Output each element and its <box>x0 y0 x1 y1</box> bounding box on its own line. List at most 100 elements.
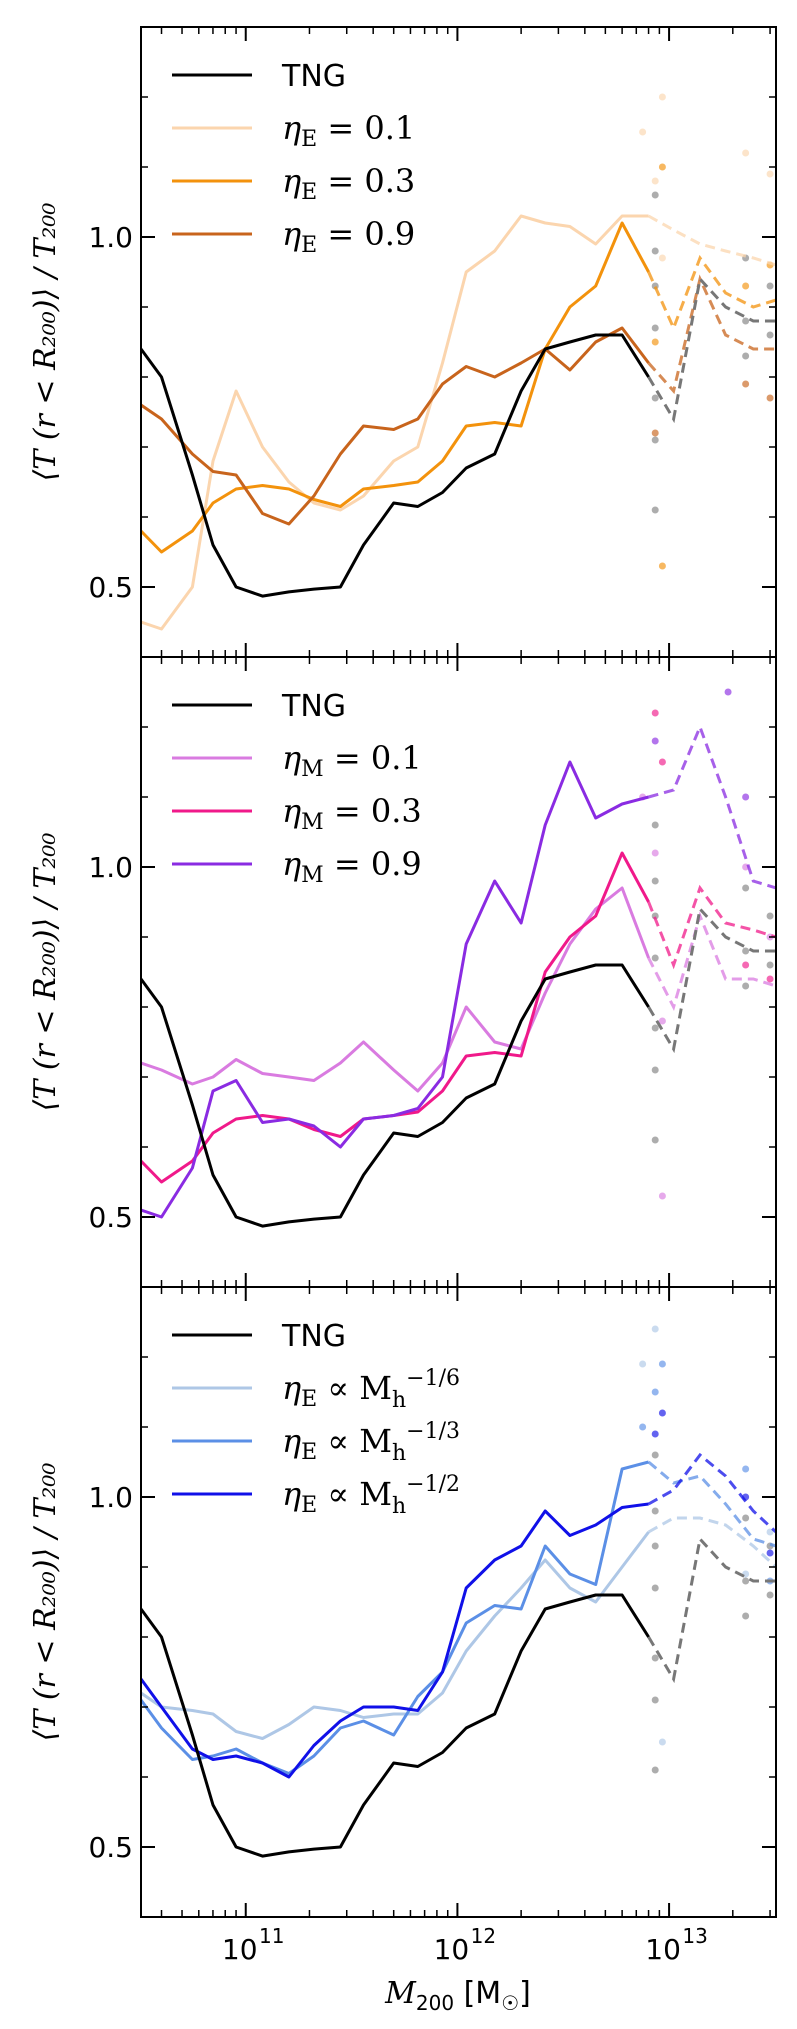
model-scatter-point <box>651 737 659 745</box>
series-line-3 <box>141 326 650 526</box>
model-scatter-point <box>651 429 659 437</box>
panel-3: 0.5 1.0 ⟨T (r < R₂₀₀)⟩ / T₂₀₀ TNG ηE ∝ Mh−1/… <box>28 1286 777 1918</box>
series-line-3 <box>141 760 649 1219</box>
tng-scatter-point <box>742 884 750 892</box>
series-dashed-3 <box>648 722 776 890</box>
tng-line <box>141 1593 650 1858</box>
series-dashed-3 <box>647 274 776 395</box>
x-axis-label: M200 [M☉] <box>384 1976 531 2015</box>
series-dashed-1 <box>647 911 776 1012</box>
legend-label: ηM = 0.1 <box>282 739 422 782</box>
x-tick-label: 10 <box>645 1933 681 1966</box>
series-line-1 <box>141 1531 650 1740</box>
legend-label: ηE ∝ Mh−1/6 <box>282 1366 460 1413</box>
model-scatter-point <box>639 1360 647 1368</box>
tng-scatter-point <box>651 394 659 402</box>
legend-label: TNG <box>281 59 346 94</box>
y-axis-label: ⟨T (r < R₂₀₀)⟩ / T₂₀₀ <box>28 1463 63 1742</box>
tng-scatter-point <box>651 1654 659 1662</box>
panel-frame <box>140 1286 777 1918</box>
model-scatter-point <box>658 1017 666 1025</box>
tng-scatter-point <box>742 1612 750 1620</box>
model-scatter-point <box>651 709 659 717</box>
x-tick-exponent: 12 <box>471 1924 496 1948</box>
model-scatter-point <box>742 282 750 290</box>
model-scatter-point <box>742 380 750 388</box>
tng-scatter-point <box>766 331 774 339</box>
legend-label: TNG <box>281 1319 346 1354</box>
tng-scatter-point <box>742 982 750 990</box>
model-scatter-point <box>658 254 666 262</box>
model-scatter-point <box>639 128 647 136</box>
tng-scatter-point <box>742 1577 750 1585</box>
legend-label: TNG <box>281 689 346 724</box>
tng-scatter-point <box>651 191 659 199</box>
tng-scatter-point <box>742 947 750 955</box>
tng-dashed-line <box>647 905 776 1054</box>
x-tick-label: 10 <box>434 1933 470 1966</box>
model-scatter-point <box>766 1549 774 1557</box>
legend-label: ηE = 0.9 <box>282 215 415 258</box>
model-scatter-point <box>742 793 750 801</box>
model-scatter-point <box>766 1528 774 1536</box>
series-dashed-1 <box>647 1516 776 1569</box>
y-tick-label: 1.0 <box>88 221 133 254</box>
series-line-1 <box>141 214 649 631</box>
tng-line <box>141 333 650 598</box>
tng-scatter-point <box>651 1584 659 1592</box>
tng-scatter-point <box>651 877 659 885</box>
model-scatter-point <box>658 758 666 766</box>
y-tick-label: 0.5 <box>88 571 133 604</box>
tng-scatter-point <box>742 352 750 360</box>
model-scatter-point <box>658 1738 666 1746</box>
model-scatter-point <box>766 394 774 402</box>
series-line-1 <box>141 886 651 1093</box>
model-scatter-point <box>658 1360 666 1368</box>
model-scatter-point <box>658 1192 666 1200</box>
model-scatter-point <box>742 1465 750 1473</box>
legend-label: ηE = 0.3 <box>282 162 415 205</box>
tng-scatter-point <box>651 506 659 514</box>
y-tick-label: 1.0 <box>88 851 133 884</box>
model-scatter-point <box>742 149 750 157</box>
model-scatter-point <box>658 93 666 101</box>
tng-scatter-point <box>651 1136 659 1144</box>
model-scatter-point <box>651 1388 659 1396</box>
tng-scatter-point <box>651 324 659 332</box>
tng-scatter-point <box>766 1591 774 1599</box>
model-scatter-point <box>658 1409 666 1417</box>
model-scatter-point <box>724 688 732 696</box>
series-dashed-2 <box>647 884 776 970</box>
series-line-2 <box>141 1460 649 1775</box>
x-tick-exponent: 11 <box>259 1924 284 1948</box>
model-scatter-point <box>658 163 666 171</box>
model-scatter-point <box>766 170 774 178</box>
model-scatter-point <box>651 338 659 346</box>
model-scatter-point <box>651 1325 659 1333</box>
tng-scatter-point <box>766 961 774 969</box>
tng-scatter-point <box>651 436 659 444</box>
tng-line <box>141 963 650 1228</box>
tng-scatter-point <box>651 954 659 962</box>
tng-scatter-point <box>651 247 659 255</box>
series-dashed-3 <box>647 1452 776 1534</box>
x-tick-label: 10 <box>222 1933 258 1966</box>
tng-dashed-line <box>647 275 776 424</box>
y-tick-label: 1.0 <box>88 1481 133 1514</box>
panel-frame <box>140 656 777 1288</box>
series-line-2 <box>141 221 650 554</box>
model-scatter-point <box>742 961 750 969</box>
plot-area <box>141 1325 776 1858</box>
tng-scatter-point <box>651 1696 659 1704</box>
series-dashed-2 <box>647 254 776 332</box>
series-dashed-2 <box>647 1460 776 1548</box>
y-tick-label: 0.5 <box>88 1831 133 1864</box>
tng-scatter-point <box>651 821 659 829</box>
y-axis-label: ⟨T (r < R₂₀₀)⟩ / T₂₀₀ <box>28 833 63 1112</box>
model-scatter-point <box>658 562 666 570</box>
tng-dashed-line <box>647 1535 776 1684</box>
x-tick-exponent: 13 <box>682 1924 707 1948</box>
tng-scatter-point <box>766 912 774 920</box>
tng-scatter-point <box>742 1514 750 1522</box>
tng-scatter-point <box>651 1766 659 1774</box>
